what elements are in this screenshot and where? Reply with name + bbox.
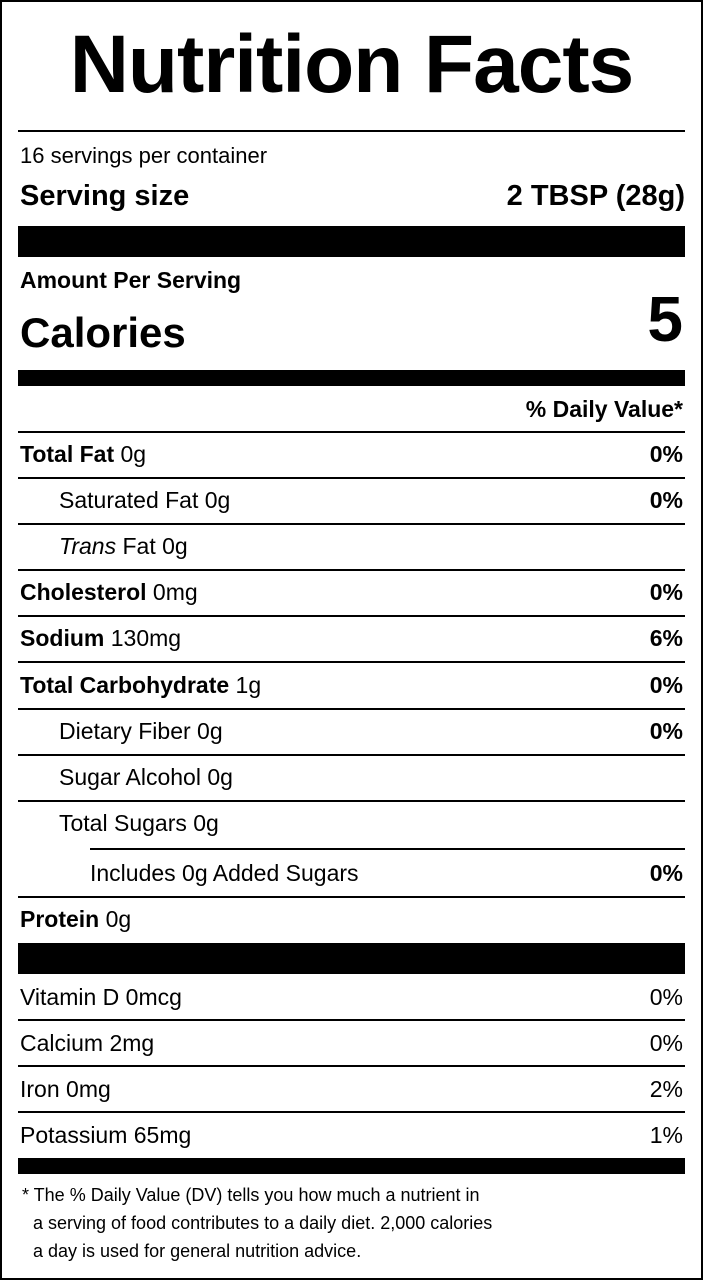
rule [18,707,685,710]
nutrient-amount: 0g [105,906,132,932]
rule [18,661,685,664]
rule [18,1019,685,1021]
nutrient-name: Protein [20,906,100,932]
serving-size-value: 2 TBSP (28g) [506,180,685,212]
footnote-line: a day is used for general nutrition advi… [33,1241,362,1261]
vitamin-name: Vitamin D 0mcg [20,984,182,1010]
nutrient-dv: 6% [649,625,683,652]
rule [18,523,685,526]
nutrient-row: Sugar Alcohol 0g [59,763,233,790]
nutrient-name: Cholesterol [20,579,147,606]
calories-label: Calories [20,309,186,356]
servings: 16 servings per container [20,143,268,168]
nutrient-amount: 0g [204,487,231,514]
rule [18,1065,685,1067]
nutrient-row: Saturated Fat 0g [59,489,230,512]
daily-value-header: % Daily Value* [525,396,683,422]
nutrient-name: Total Carbohydrate [20,671,230,698]
nutrient-amount: 0g [120,441,147,467]
nutrient-name: Saturated Fat [59,487,199,514]
rule [18,615,685,618]
rule [18,1111,685,1113]
nutrient-dv: 0% [649,441,683,467]
nutrient-row: Total Carbohydrate 1g [20,671,262,698]
footnote-line: * The % Daily Value (DV) tells you how m… [22,1185,480,1205]
rule [18,431,685,433]
nutrient-name: Total Fat [20,441,115,467]
rule [18,799,685,802]
nutrient-dv: 0% [649,860,683,886]
title: Nutrition Facts [69,19,635,110]
vitamin-dv: 0% [649,984,683,1010]
nutrient-row: Cholesterol 0mg [20,581,198,604]
nutrient-row: Trans Fat 0g [59,535,188,558]
nutrient-name: Sodium [20,625,105,652]
rule [18,753,685,756]
nutrient-row: Protein 0g [20,908,131,931]
rule [18,130,685,132]
nutrient-amount: 0g [207,763,233,790]
nutrient-dv: 0% [649,579,683,606]
thick-bar [18,1158,685,1174]
vitamin-name: Calcium 2mg [20,1030,155,1056]
nutrient-name: Sugar Alcohol [59,763,201,790]
nutrient-name: Total Sugars [59,809,187,836]
rule [90,848,685,850]
nutrient-name: Fat [122,533,156,560]
vitamin-dv: 0% [649,1030,683,1056]
nutrient-row: Total Sugars 0g [59,809,219,836]
amount-per-serving: Amount Per Serving [20,267,242,293]
nutrient-name: Includes 0g Added Sugars [90,860,359,886]
nutrient-amount: 0g [162,533,188,560]
rule [18,477,685,479]
footnote-line: a serving of food contributes to a daily… [33,1213,493,1233]
vitamin-name: Potassium 65mg [20,1122,192,1148]
nutrient-amount: 1g [235,671,262,698]
nutrient-row: Sodium 130mg [20,627,181,650]
nutrient-amount: 0g [197,717,223,744]
vitamin-dv: 1% [649,1122,683,1148]
nutrient-amount: 0g [193,809,219,836]
nutrient-prefix: Trans [59,533,117,560]
nutrient-row: Total Fat 0g [20,443,146,466]
rule [18,896,685,898]
thick-bar [18,943,685,974]
vitamin-dv: 2% [649,1076,683,1102]
rule [18,569,685,572]
thick-bar [18,226,685,257]
nutrient-dv: 0% [649,487,683,514]
nutrient-amount: 0mg [152,579,198,606]
nutrient-name: Dietary Fiber [59,717,191,744]
nutrient-dv: 0% [649,671,683,698]
thick-bar [18,370,685,386]
nutrient-dv: 0% [649,717,683,744]
nutrient-amount: 130mg [110,625,182,652]
nutrient-row: Dietary Fiber 0g [59,717,223,744]
nutrient-row: Includes 0g Added Sugars [90,862,359,885]
serving-size-label: Serving size [20,180,190,212]
calories-value: 5 [647,283,683,355]
vitamin-name: Iron 0mg [20,1076,111,1102]
